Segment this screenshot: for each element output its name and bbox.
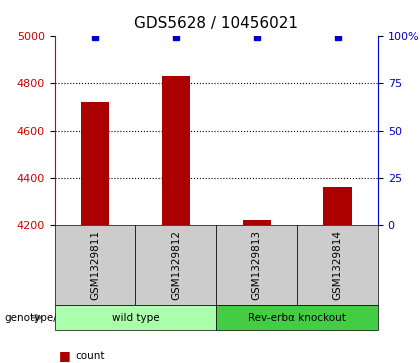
Text: Rev-erbα knockout: Rev-erbα knockout [248, 313, 346, 323]
Bar [323, 187, 352, 225]
Text: GSM1329811: GSM1329811 [90, 230, 100, 300]
Bar [81, 102, 109, 225]
Text: GSM1329812: GSM1329812 [171, 230, 181, 300]
Text: GSM1329813: GSM1329813 [252, 230, 262, 300]
Bar [162, 76, 190, 225]
Title: GDS5628 / 10456021: GDS5628 / 10456021 [134, 16, 298, 31]
Text: ■: ■ [59, 349, 71, 362]
Text: wild type: wild type [112, 313, 159, 323]
Text: genotype/variation: genotype/variation [4, 313, 103, 323]
Text: count: count [76, 351, 105, 361]
Text: GSM1329814: GSM1329814 [333, 230, 343, 300]
Bar [243, 220, 271, 225]
